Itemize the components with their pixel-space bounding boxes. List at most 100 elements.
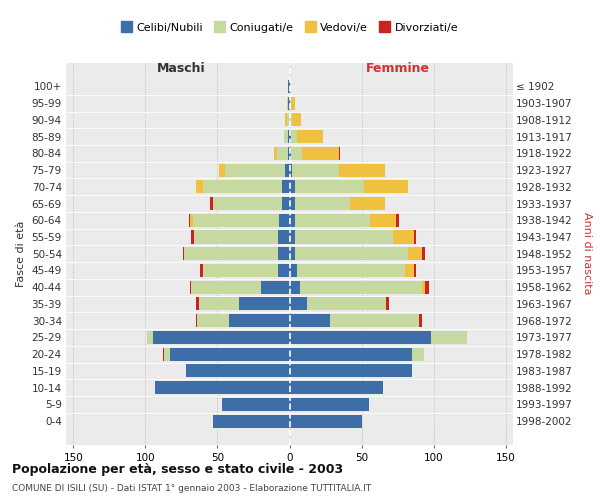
Bar — [288, 80, 290, 93]
Legend: Celibi/Nubili, Coniugati/e, Vedovi/e, Divorziati/e: Celibi/Nubili, Coniugati/e, Vedovi/e, Di… — [116, 18, 463, 38]
Bar — [274, 147, 277, 160]
Bar — [290, 264, 297, 277]
Bar — [288, 96, 290, 110]
Bar — [284, 130, 288, 143]
Bar — [152, 331, 290, 344]
Bar — [203, 180, 282, 194]
Bar — [422, 247, 425, 260]
Bar — [190, 280, 191, 293]
Bar — [291, 130, 297, 143]
Bar — [291, 147, 302, 160]
Bar — [288, 130, 290, 143]
Bar — [290, 130, 291, 143]
Bar — [183, 247, 184, 260]
Bar — [292, 114, 301, 126]
Bar — [170, 348, 290, 360]
Bar — [229, 314, 290, 327]
Bar — [290, 247, 295, 260]
Bar — [278, 247, 290, 260]
Bar — [290, 314, 330, 327]
Text: Maschi: Maschi — [157, 62, 206, 74]
Bar — [290, 230, 295, 243]
Bar — [431, 331, 467, 344]
Bar — [278, 264, 290, 277]
Bar — [196, 314, 197, 327]
Bar — [338, 147, 340, 160]
Bar — [287, 114, 290, 126]
Bar — [290, 164, 292, 176]
Text: Femmine: Femmine — [365, 62, 430, 74]
Bar — [224, 164, 285, 176]
Bar — [295, 247, 408, 260]
Bar — [338, 164, 385, 176]
Bar — [278, 230, 290, 243]
Bar — [191, 230, 194, 243]
Bar — [193, 214, 280, 227]
Bar — [292, 164, 338, 176]
Bar — [290, 348, 412, 360]
Bar — [191, 280, 260, 293]
Bar — [277, 147, 288, 160]
Bar — [200, 264, 203, 277]
Bar — [290, 398, 369, 411]
Bar — [350, 197, 385, 210]
Bar — [370, 214, 396, 227]
Bar — [203, 264, 278, 277]
Bar — [396, 214, 399, 227]
Bar — [290, 80, 291, 93]
Bar — [219, 164, 224, 176]
Bar — [291, 96, 295, 110]
Bar — [422, 280, 425, 293]
Bar — [282, 180, 290, 194]
Bar — [210, 197, 213, 210]
Bar — [302, 147, 338, 160]
Bar — [290, 197, 295, 210]
Bar — [290, 96, 291, 110]
Bar — [419, 314, 422, 327]
Bar — [394, 230, 413, 243]
Bar — [155, 381, 290, 394]
Bar — [197, 314, 229, 327]
Bar — [295, 197, 350, 210]
Bar — [425, 280, 430, 293]
Bar — [330, 314, 419, 327]
Bar — [386, 298, 389, 310]
Bar — [147, 331, 152, 344]
Bar — [213, 414, 290, 428]
Bar — [295, 214, 370, 227]
Bar — [412, 348, 424, 360]
Bar — [290, 214, 295, 227]
Bar — [285, 164, 290, 176]
Bar — [196, 180, 203, 194]
Bar — [405, 264, 413, 277]
Bar — [282, 197, 290, 210]
Bar — [413, 264, 416, 277]
Bar — [290, 180, 295, 194]
Bar — [190, 214, 193, 227]
Bar — [290, 381, 383, 394]
Y-axis label: Anni di nascita: Anni di nascita — [582, 212, 592, 295]
Bar — [413, 230, 416, 243]
Bar — [285, 114, 287, 126]
Bar — [163, 348, 164, 360]
Bar — [222, 398, 290, 411]
Bar — [164, 348, 170, 360]
Bar — [288, 147, 290, 160]
Bar — [297, 264, 405, 277]
Bar — [287, 96, 288, 110]
Bar — [408, 247, 422, 260]
Bar — [364, 180, 408, 194]
Bar — [297, 130, 323, 143]
Bar — [295, 180, 364, 194]
Bar — [213, 197, 282, 210]
Bar — [290, 114, 292, 126]
Bar — [290, 147, 291, 160]
Bar — [290, 298, 307, 310]
Bar — [196, 298, 199, 310]
Bar — [280, 214, 290, 227]
Bar — [307, 298, 386, 310]
Bar — [184, 247, 278, 260]
Text: COMUNE DI ISILI (SU) - Dati ISTAT 1° gennaio 2003 - Elaborazione TUTTITALIA.IT: COMUNE DI ISILI (SU) - Dati ISTAT 1° gen… — [12, 484, 371, 493]
Bar — [188, 214, 190, 227]
Bar — [194, 230, 278, 243]
